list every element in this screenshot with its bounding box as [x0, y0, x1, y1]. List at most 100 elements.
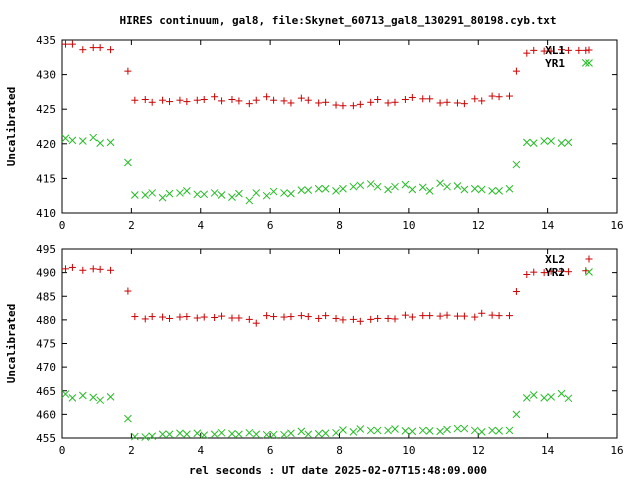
data-point [61, 40, 69, 48]
data-point [512, 67, 520, 75]
data-point [477, 428, 486, 436]
data-point [228, 429, 236, 438]
legend-label: YR1 [545, 57, 565, 70]
data-point [124, 158, 132, 167]
data-point [141, 96, 149, 104]
data-point [349, 182, 358, 191]
data-point [426, 95, 434, 103]
data-point [210, 189, 219, 197]
data-point [297, 427, 306, 436]
x-tick-label: 16 [610, 219, 623, 232]
data-point [314, 184, 323, 193]
data-point [131, 313, 139, 321]
data-point [193, 314, 201, 322]
data-point [262, 191, 271, 200]
data-point [557, 389, 566, 398]
data-point [106, 393, 115, 401]
data-point [106, 138, 115, 147]
y-tick-label: 415 [36, 172, 56, 185]
data-point [356, 181, 365, 190]
data-point [193, 96, 201, 104]
data-point [287, 99, 295, 107]
plot-frame [61, 39, 618, 214]
data-point [315, 99, 323, 107]
data-point [304, 313, 312, 321]
data-point [478, 97, 486, 105]
y-tick-label: 435 [36, 34, 56, 47]
data-point [547, 393, 555, 401]
data-point [183, 430, 191, 439]
data-point [235, 97, 243, 105]
x-tick-label: 4 [197, 444, 204, 457]
data-point [443, 425, 451, 434]
data-point [332, 101, 340, 109]
data-point [505, 92, 513, 100]
data-point [453, 424, 462, 433]
data-point [79, 266, 87, 274]
y-tick-label: 465 [36, 385, 56, 398]
data-point [245, 315, 253, 323]
data-point [401, 311, 409, 319]
data-point [228, 193, 236, 201]
data-point [529, 139, 538, 147]
data-point [228, 314, 236, 322]
data-point [436, 427, 444, 436]
series-xl1 [61, 40, 590, 110]
legend-label: YR2 [545, 266, 565, 279]
data-point [540, 269, 548, 277]
data-point [252, 430, 261, 439]
data-point [512, 410, 521, 419]
data-point [339, 184, 347, 193]
y-tick-label: 470 [36, 361, 56, 374]
data-point [245, 428, 254, 437]
data-point [245, 100, 253, 108]
data-point [322, 312, 330, 320]
x-tick-label: 2 [128, 444, 135, 457]
data-point [304, 186, 313, 195]
data-point [522, 138, 531, 147]
x-tick-label: 12 [472, 219, 485, 232]
data-point [373, 182, 382, 191]
data-point [460, 100, 468, 108]
data-point [356, 100, 364, 108]
legend-label: XL2 [545, 253, 565, 266]
x-tick-label: 12 [472, 444, 485, 457]
data-point [315, 314, 323, 322]
data-point [470, 184, 479, 193]
data-point [443, 311, 451, 319]
data-point [425, 427, 434, 435]
data-point [436, 312, 444, 320]
data-point [280, 430, 288, 439]
data-point [495, 312, 503, 320]
data-point [270, 313, 278, 321]
y-tick-label: 475 [36, 338, 56, 351]
data-point [252, 319, 260, 327]
data-point [96, 44, 104, 52]
data-point [408, 185, 417, 194]
data-point [505, 312, 513, 320]
data-point [200, 190, 209, 199]
data-point [443, 98, 451, 106]
data-point [269, 187, 278, 196]
data-point [252, 189, 261, 197]
y-tick-label: 425 [36, 103, 56, 116]
plot-frame [61, 248, 618, 439]
data-point [547, 267, 555, 275]
data-point [68, 393, 77, 402]
data-point [453, 312, 461, 320]
data-point [176, 96, 184, 104]
data-point [391, 315, 399, 323]
data-point [107, 46, 115, 54]
data-point [332, 428, 340, 437]
x-tick-label: 8 [336, 219, 343, 232]
data-point [384, 185, 392, 194]
data-point [78, 137, 87, 145]
data-point [200, 313, 208, 321]
data-point [470, 426, 479, 435]
top-panel: 0 2 4 6 8 10 12 14 16 410 415 420 425 430 435 Uncalibra… [5, 34, 624, 232]
x-tick-label: 6 [267, 219, 274, 232]
data-point [228, 96, 236, 104]
data-point [408, 427, 417, 436]
data-point [367, 315, 375, 323]
